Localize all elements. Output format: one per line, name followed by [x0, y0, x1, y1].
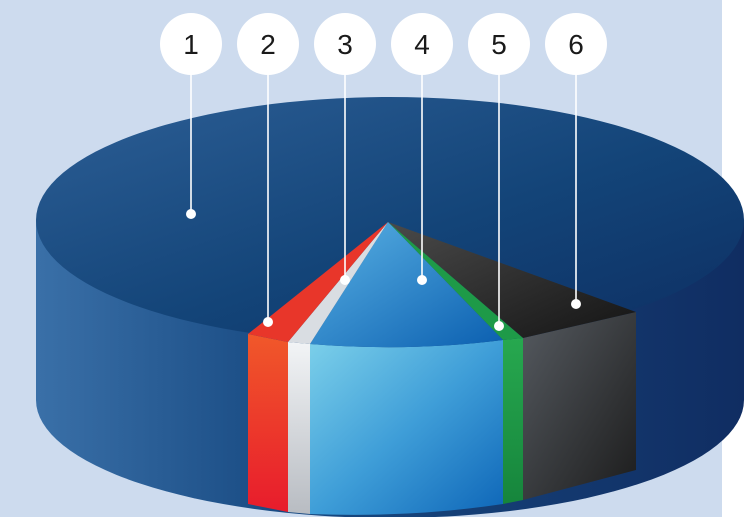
marker-circle-4 — [391, 13, 453, 75]
layer-5-green-face — [503, 338, 523, 504]
marker-callout-5: 5 — [468, 13, 530, 75]
layer-2-red-top — [248, 222, 388, 342]
layer-4-blue-face — [310, 340, 503, 515]
layer-3-white-top — [288, 222, 388, 344]
marker-label-6: 6 — [568, 29, 584, 60]
marker-dot-3 — [340, 275, 350, 285]
marker-dots — [186, 209, 581, 331]
marker-circle-2 — [237, 13, 299, 75]
marker-dot-5 — [494, 321, 504, 331]
marker-callout-1: 1 — [160, 13, 222, 75]
marker-circle-1 — [160, 13, 222, 75]
layer-4-blue-top — [310, 222, 503, 348]
marker-callouts: 1 2 3 4 5 6 — [160, 13, 607, 75]
marker-callout-4: 4 — [391, 13, 453, 75]
marker-dot-1 — [186, 209, 196, 219]
marker-label-4: 4 — [414, 29, 430, 60]
marker-circle-3 — [314, 13, 376, 75]
marker-label-5: 5 — [491, 29, 507, 60]
marker-circle-5 — [468, 13, 530, 75]
layer-3-white-face — [288, 342, 310, 514]
layer-6-dark-face — [523, 312, 636, 500]
marker-callout-6: 6 — [545, 13, 607, 75]
layer-6-dark-top — [388, 222, 636, 338]
marker-label-1: 1 — [183, 29, 199, 60]
marker-dot-4 — [417, 275, 427, 285]
leader-lines — [190, 64, 577, 326]
cylinder-top-layer-1 — [36, 97, 744, 343]
marker-callout-2: 2 — [237, 13, 299, 75]
marker-dot-6 — [571, 299, 581, 309]
marker-callout-3: 3 — [314, 13, 376, 75]
marker-label-2: 2 — [260, 29, 276, 60]
marker-circle-6 — [545, 13, 607, 75]
layer-2-red-face — [248, 334, 288, 512]
marker-dot-2 — [263, 317, 273, 327]
marker-label-3: 3 — [337, 29, 353, 60]
